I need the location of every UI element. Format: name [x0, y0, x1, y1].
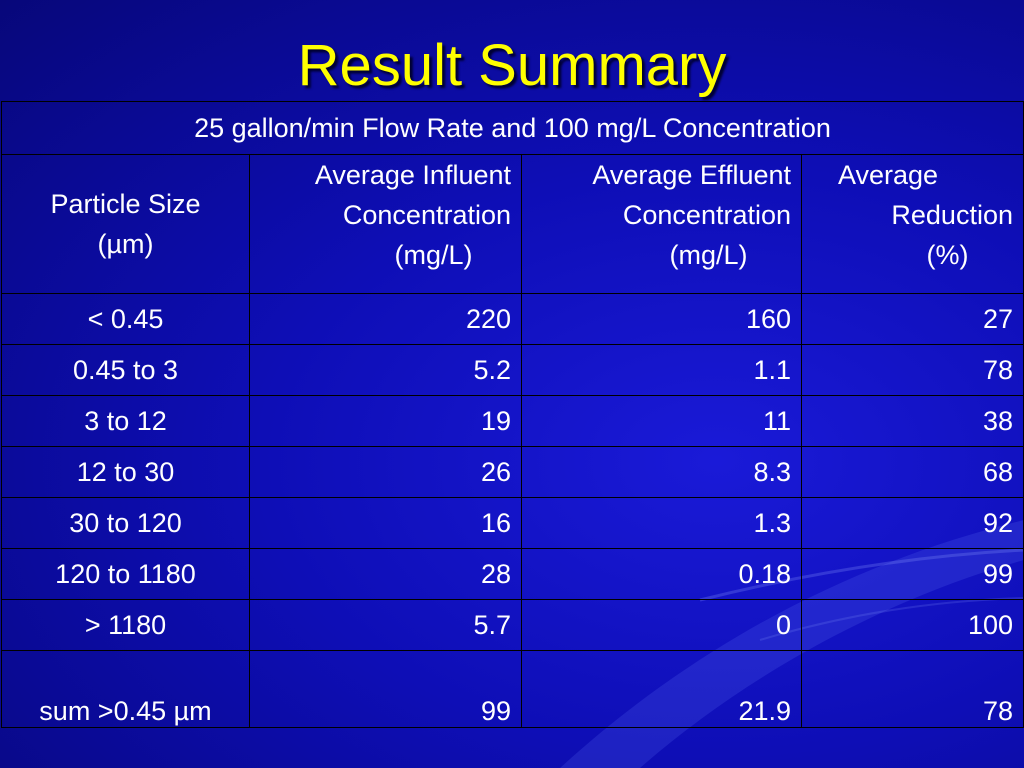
header-line: (µm) — [97, 229, 154, 259]
table-row: 30 to 120 16 1.3 92 — [1, 497, 1024, 549]
cell-influent: 220 — [249, 293, 522, 345]
cell-influent: 26 — [249, 446, 522, 498]
cell-effluent: 1.1 — [521, 344, 802, 396]
cell-sum-reduction: 78 — [801, 650, 1024, 728]
cell-influent: 5.2 — [249, 344, 522, 396]
table-row: > 1180 5.7 0 100 — [1, 599, 1024, 651]
table-row: < 0.45 220 160 27 — [1, 293, 1024, 345]
cell-influent: 16 — [249, 497, 522, 549]
cell-effluent: 8.3 — [521, 446, 802, 498]
table-caption-row: 25 gallon/min Flow Rate and 100 mg/L Con… — [1, 101, 1024, 155]
cell-reduction: 99 — [801, 548, 1024, 600]
cell-reduction: 100 — [801, 599, 1024, 651]
table-caption: 25 gallon/min Flow Rate and 100 mg/L Con… — [1, 101, 1024, 155]
table-row: 12 to 30 26 8.3 68 — [1, 446, 1024, 498]
cell-effluent: 0 — [521, 599, 802, 651]
header-line: Average — [838, 160, 939, 190]
cell-influent: 28 — [249, 548, 522, 600]
table-header-row: Particle Size (µm) Average Influent Conc… — [1, 154, 1024, 294]
cell-effluent: 0.18 — [521, 548, 802, 600]
cell-particle-size: < 0.45 — [1, 293, 250, 345]
slide-title: Result Summary — [297, 33, 727, 98]
cell-particle-size: 30 to 120 — [1, 497, 250, 549]
header-line: (%) — [926, 240, 969, 270]
table-row: 120 to 1180 28 0.18 99 — [1, 548, 1024, 600]
table-sum-row: sum >0.45 µm 99 21.9 78 — [1, 650, 1024, 728]
result-summary-table: 25 gallon/min Flow Rate and 100 mg/L Con… — [1, 101, 1024, 728]
header-line: Concentration — [622, 200, 791, 230]
header-line: Particle Size — [50, 189, 201, 219]
cell-effluent: 1.3 — [521, 497, 802, 549]
cell-particle-size: 3 to 12 — [1, 395, 250, 447]
cell-reduction: 92 — [801, 497, 1024, 549]
cell-effluent: 160 — [521, 293, 802, 345]
cell-reduction: 38 — [801, 395, 1024, 447]
header-influent: Average Influent Concentration (mg/L) — [249, 154, 522, 294]
table-row: 0.45 to 3 5.2 1.1 78 — [1, 344, 1024, 396]
header-reduction: Average Reduction (%) — [801, 154, 1024, 294]
table-row: 3 to 12 19 11 38 — [1, 395, 1024, 447]
cell-influent: 19 — [249, 395, 522, 447]
cell-effluent: 11 — [521, 395, 802, 447]
header-particle-size: Particle Size (µm) — [1, 154, 250, 294]
header-line: Reduction — [891, 200, 1013, 230]
header-line: Average Effluent — [592, 160, 791, 190]
cell-particle-size: 0.45 to 3 — [1, 344, 250, 396]
cell-sum-effluent: 21.9 — [521, 650, 802, 728]
header-line: (mg/L) — [394, 240, 473, 270]
header-line: Concentration — [342, 200, 511, 230]
cell-influent: 5.7 — [249, 599, 522, 651]
cell-sum-label: sum >0.45 µm — [1, 650, 250, 728]
cell-particle-size: 12 to 30 — [1, 446, 250, 498]
cell-reduction: 27 — [801, 293, 1024, 345]
header-line: Average Influent — [314, 160, 511, 190]
cell-reduction: 68 — [801, 446, 1024, 498]
header-effluent: Average Effluent Concentration (mg/L) — [521, 154, 802, 294]
cell-sum-influent: 99 — [249, 650, 522, 728]
cell-particle-size: > 1180 — [1, 599, 250, 651]
header-line: (mg/L) — [669, 240, 748, 270]
cell-reduction: 78 — [801, 344, 1024, 396]
cell-particle-size: 120 to 1180 — [1, 548, 250, 600]
